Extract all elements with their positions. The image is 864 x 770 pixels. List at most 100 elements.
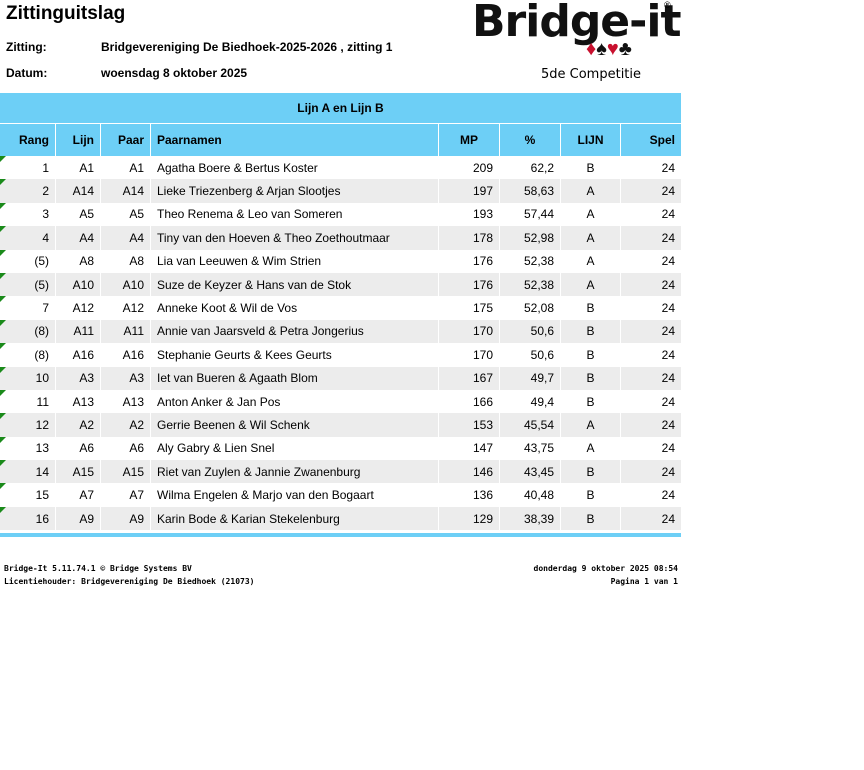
row-marker [0,179,6,186]
table-cell: A8 [55,249,100,273]
table-cell: Riet van Zuylen & Jannie Zwanenburg [150,460,438,484]
table-cell: B [560,483,620,507]
table-row: 10 A3 A3 Iet van Bueren & Agaath Blom 167 49,… [0,366,681,390]
table-cell: 24 [620,389,681,414]
table-cell: A [560,202,620,227]
table-cell: 24 [620,460,681,484]
table-cell: B [560,389,620,414]
table-cell: 3 [42,207,49,222]
column-header: % [499,124,560,156]
table-cell: Iet van Bueren & Agaath Blom [150,366,438,390]
table-row: 15 A7 A7 Wilma Engelen & Marjo van den Boga… [0,483,681,507]
table-cell: A10 [100,272,150,297]
table-cell: Stephanie Geurts & Kees Geurts [150,343,438,367]
table-cell: 49,4 [499,389,560,414]
table-cell: A7 [100,483,150,507]
row-marker [0,202,6,209]
field-label: Datum: [6,66,48,80]
field-label: Zitting: [6,40,47,54]
table-cell: (5) [34,254,49,269]
column-header: MP [438,124,499,156]
table-cell: A11 [55,319,100,344]
table-cell: 52,38 [499,249,560,273]
footer-left: Bridge-It 5.11.74.1 © Bridge Systems BV [4,564,192,573]
table-cell: A7 [55,483,100,507]
row-marker [0,343,6,350]
table-cell: A12 [100,296,150,320]
table-cell: A4 [100,226,150,250]
table-cell: B [560,156,620,180]
table-row: 4 A4 A4 Tiny van den Hoeven & Theo Zoethout… [0,226,681,250]
table-cell: 38,39 [499,506,560,531]
suit: ♦ [586,38,597,60]
table-cell: A14 [55,179,100,203]
footer-right: donderdag 9 oktober 2025 08:54 [533,564,679,573]
table-cell: 24 [620,343,681,367]
row-marker [0,366,6,373]
table-cell: B [560,296,620,320]
table-cell: B [560,460,620,484]
table-cell: 15 [35,488,49,503]
table-cell: Wilma Engelen & Marjo van den Bogaart [150,483,438,507]
table-cell: 170 [438,343,499,367]
table-cell: 24 [620,226,681,250]
row-marker [0,506,6,513]
table-cell: 1 [42,160,49,175]
table-cell: A9 [55,506,100,531]
table-cell: 24 [620,366,681,390]
table-cell: 197 [438,179,499,203]
table-cell: A5 [55,202,100,227]
field-value: woensdag 8 oktober 2025 [101,66,248,80]
suit: ♠ [596,38,607,60]
table-cell: 24 [620,296,681,320]
column-header: Paarnamen [150,124,438,156]
table-row: (5) A10 A10 Suze de Keyzer & Hans van de St… [0,272,681,297]
table-cell: 178 [438,226,499,250]
table-row: 2 A14 A14 Lieke Triezenberg & Arjan Slootje… [0,179,681,203]
table-cell: 24 [620,156,681,180]
table-cell: 193 [438,202,499,227]
table-cell: Gerrie Beenen & Wil Schenk [150,413,438,437]
table-row: 3 A5 A5 Theo Renema & Leo van Someren 193 57,… [0,202,681,227]
table-cell: 209 [438,156,499,180]
table-row: 12 A2 A2 Gerrie Beenen & Wil Schenk 153 45,54… [0,413,681,437]
table-row: 11 A13 A13 Anton Anker & Jan Pos 166 49,4 B 24 [0,389,681,414]
suit: ♥ [606,38,619,60]
table-cell: Anton Anker & Jan Pos [150,389,438,414]
table-row: 7 A12 A12 Anneke Koot & Wil de Vos 175 52,08 B… [0,296,681,320]
table-cell: (5) [34,277,49,292]
table-cell: A [560,249,620,273]
results-table: Lijn A en Lijn B Rang Lijn Paar Paarnamen MP… [0,93,681,538]
table-cell: A14 [100,179,150,203]
row-marker [0,272,6,279]
table-cell: A [560,226,620,250]
field-value: Bridgevereniging De Biedhoek-2025-2026 ,… [101,40,393,54]
table-cell: 62,2 [499,156,560,180]
table-cell: 45,54 [499,413,560,437]
table-cell: A13 [55,389,100,414]
row-marker [0,249,6,256]
table-cell: A15 [55,460,100,484]
row-marker [0,413,6,420]
table-cell: A5 [100,202,150,227]
table-cell: 2 [42,184,49,199]
table-cell: 24 [620,413,681,437]
table-cell: 49,7 [499,366,560,390]
table-cell: 52,98 [499,226,560,250]
table-cell: 153 [438,413,499,437]
column-header: LIJN [560,124,620,156]
table-cell: 24 [620,436,681,461]
row-marker [0,319,6,326]
table-row: (5) A8 A8 Lia van Leeuwen & Wim Strien 176 52… [0,249,681,273]
table-cell: A [560,413,620,437]
row-marker [0,436,6,443]
table-cell: B [560,319,620,344]
table-cell: A13 [100,389,150,414]
table-cell: 11 [36,394,49,409]
row-marker [0,156,6,162]
table-cell: (8) [34,347,49,362]
table-cell: Karin Bode & Karian Stekelenburg [150,506,438,531]
table-cell: 14 [35,464,49,479]
header-row: Rang Lijn Paar Paarnamen MP% LIJN Spel [0,123,681,156]
